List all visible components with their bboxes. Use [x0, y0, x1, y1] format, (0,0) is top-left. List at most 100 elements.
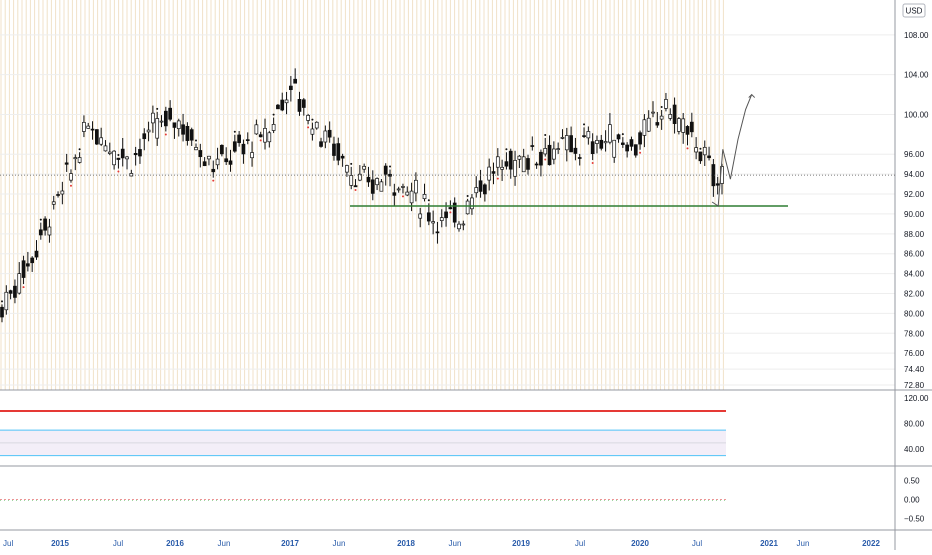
pivot-dot: [449, 211, 452, 214]
candle-body: [284, 99, 289, 104]
x-tick-label: 2019: [512, 539, 530, 548]
candle-body: [245, 139, 250, 141]
candle-body: [64, 162, 69, 165]
candle-body: [250, 152, 254, 159]
candle-body: [345, 165, 349, 173]
projection-arrowhead: [748, 93, 756, 98]
candle-body: [702, 146, 707, 156]
candle-body: [504, 161, 509, 167]
candle-body: [564, 135, 569, 151]
indicator1-tick-label: 120.00: [904, 394, 929, 403]
candle-body: [470, 197, 474, 210]
pivot-dot: [22, 286, 25, 289]
candle-body: [271, 124, 276, 131]
candle-body: [207, 155, 211, 160]
currency-badge: USD: [906, 7, 923, 16]
pivot-dot: [259, 139, 262, 142]
pivot-dot: [427, 199, 430, 202]
candle-body: [241, 143, 246, 155]
candle-body: [508, 150, 513, 170]
candle-body: [138, 149, 142, 157]
candle-body: [168, 107, 172, 120]
candle-body: [539, 151, 543, 166]
candle-body: [582, 135, 586, 137]
candle-body: [530, 145, 535, 147]
price-tick-label: 74.40: [904, 365, 925, 374]
candle-body: [452, 202, 457, 223]
price-tick-label: 104.00: [904, 71, 929, 80]
x-tick-label: Jun: [449, 539, 462, 548]
candle-body: [69, 173, 73, 181]
pivot-dot: [544, 158, 547, 161]
candle-body: [232, 141, 237, 152]
pivot-dot: [544, 133, 547, 136]
candle-body: [577, 157, 582, 159]
candle-body: [60, 190, 65, 195]
pivot-dot: [401, 195, 404, 198]
candle-body: [681, 118, 686, 133]
candle-body: [599, 139, 604, 149]
candle-body: [159, 120, 164, 123]
pivot-dot: [117, 170, 120, 173]
candle-body: [237, 134, 241, 144]
candle-body: [573, 147, 578, 154]
candle-body: [612, 139, 617, 158]
candle-body: [73, 157, 78, 160]
candle-body: [289, 85, 293, 91]
price-tick-label: 84.00: [904, 270, 925, 279]
candle-body: [120, 148, 125, 159]
x-tick-label: 2017: [281, 539, 299, 548]
candle-body: [176, 120, 181, 130]
candle-body: [435, 231, 440, 234]
candle-body: [659, 115, 664, 120]
pivot-dot: [496, 177, 499, 180]
candle-body: [405, 191, 410, 196]
candle-body: [258, 134, 263, 138]
candle-body: [543, 148, 548, 155]
pivot-dot: [686, 147, 689, 150]
candle-body: [95, 129, 99, 145]
candle-body: [689, 121, 694, 133]
currency-badge-box: [902, 3, 926, 18]
candle-body: [99, 137, 104, 145]
pivot-dot: [78, 148, 81, 151]
candle-body: [155, 118, 160, 139]
candle-body: [392, 192, 397, 196]
candle-body: [431, 221, 435, 224]
candle-body: [526, 158, 530, 170]
candle-body: [672, 104, 677, 124]
candle-body: [375, 178, 379, 186]
pivot-dot: [389, 165, 392, 168]
candle-body: [263, 128, 267, 143]
pivot-dot: [699, 147, 702, 150]
candle-body: [668, 114, 673, 119]
candle-body: [457, 223, 461, 230]
x-tick-label: 2015: [51, 539, 69, 548]
pivot-dot: [307, 126, 310, 129]
candle-body: [422, 194, 427, 200]
candle-body: [625, 144, 629, 152]
x-tick-label: Jun: [333, 539, 346, 548]
candle-body: [38, 229, 43, 236]
candle-body: [133, 153, 138, 156]
candle-body: [146, 129, 151, 133]
price-tick-label: 72.80: [904, 381, 925, 390]
candle-body: [125, 156, 129, 160]
candle-body: [439, 217, 444, 221]
candle-body: [90, 128, 95, 131]
candle-body: [211, 168, 216, 173]
candle-body: [396, 188, 401, 191]
candle-body: [189, 129, 194, 141]
candle-body: [43, 218, 47, 231]
candle-body: [534, 163, 539, 166]
candle-body: [616, 134, 621, 140]
candle-body: [129, 173, 134, 177]
price-tick-label: 88.00: [904, 230, 925, 239]
candle-body: [418, 213, 423, 219]
projection-path: [711, 94, 753, 207]
candle-body: [310, 128, 315, 135]
pivot-dot: [1, 300, 3, 303]
candle-body: [349, 175, 354, 186]
candle-body: [224, 158, 229, 163]
